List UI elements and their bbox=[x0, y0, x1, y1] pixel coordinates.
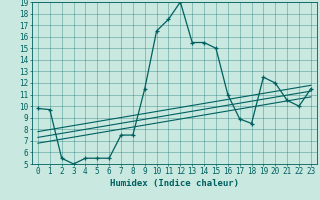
X-axis label: Humidex (Indice chaleur): Humidex (Indice chaleur) bbox=[110, 179, 239, 188]
